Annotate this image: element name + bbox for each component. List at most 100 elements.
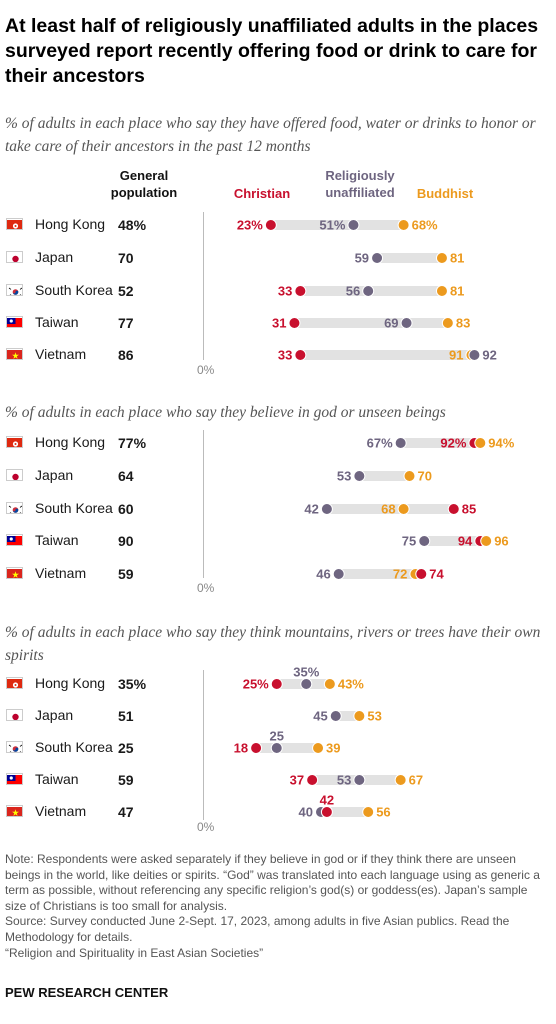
unaffiliated-value-label: 56: [346, 284, 360, 299]
buddhist-value-label: 67: [409, 773, 423, 788]
christian-dot: [415, 568, 428, 580]
vietnam-flag-icon: [6, 567, 23, 579]
range-track: [400, 438, 481, 448]
range-track: [300, 350, 475, 360]
christian-dot: [306, 774, 319, 786]
christian-value-label: 23%: [237, 218, 263, 233]
buddhist-value-label: 72: [393, 567, 407, 582]
unaffiliated-dot: [332, 568, 345, 580]
christian-value-label: 25%: [243, 677, 269, 692]
place-label: Taiwan: [35, 314, 79, 330]
source-text: Source: Survey conducted June 2-Sept. 17…: [5, 914, 510, 944]
range-track: [294, 318, 448, 328]
place-label: South Korea: [35, 282, 113, 298]
general-value: 52: [118, 283, 134, 299]
japan-flag-icon: [6, 469, 23, 481]
general-value: 77: [118, 315, 134, 331]
buddhist-dot: [362, 806, 375, 818]
taiwan-flag-icon: [6, 316, 23, 328]
unaffiliated-dot: [400, 317, 413, 329]
range-track: [335, 711, 360, 721]
unaffiliated-value-label: 51%: [319, 218, 345, 233]
unaffiliated-header-line2: unaffiliated: [325, 185, 395, 200]
buddhist-header: Buddhist: [416, 186, 474, 201]
christian-dot: [294, 349, 307, 361]
place-label: Hong Kong: [35, 216, 106, 232]
christian-value-label: 33: [278, 284, 292, 299]
general-value: 59: [118, 566, 134, 582]
buddhist-dot: [397, 503, 410, 515]
general-value: 51: [118, 708, 134, 724]
unaffiliated-dot: [362, 285, 375, 297]
chart-title: At least half of religiously unaffiliate…: [5, 15, 539, 87]
vietnam-flag-icon: [6, 805, 23, 817]
unaffiliated-value-label: 40: [299, 805, 313, 820]
general-value: 90: [118, 533, 134, 549]
buddhist-dot: [397, 219, 410, 231]
buddhist-value-label: 94%: [488, 436, 514, 451]
buddhist-dot: [435, 285, 448, 297]
christian-value-label: 18: [234, 741, 248, 756]
unaffiliated-header: Religiously unaffiliated: [312, 167, 408, 201]
buddhist-dot: [323, 678, 336, 690]
unaffiliated-dot: [353, 774, 366, 786]
place-label: Hong Kong: [35, 434, 106, 450]
general-value: 48%: [118, 217, 147, 233]
hong-kong-flag-icon: [6, 218, 23, 230]
south-korea-flag-icon: [6, 284, 23, 296]
unaffiliated-value-label: 75: [402, 534, 416, 549]
panel1-subtitle: % of adults in each place who say they h…: [5, 115, 536, 155]
buddhist-value-label: 43%: [338, 677, 364, 692]
general-header-line2: population: [110, 185, 178, 200]
christian-dot: [288, 317, 301, 329]
report-title: “Religion and Spirituality in East Asian…: [5, 945, 264, 960]
christian-dot: [294, 285, 307, 297]
unaffiliated-dot: [347, 219, 360, 231]
buddhist-value-label: 91: [449, 348, 463, 363]
unaffiliated-dot: [320, 503, 333, 515]
panel3-axis: [203, 670, 204, 820]
buddhist-dot: [403, 470, 416, 482]
general-population-header: General population: [108, 167, 180, 201]
buddhist-value-label: 81: [450, 251, 464, 266]
panel3-zero-label: 0%: [197, 820, 215, 834]
buddhist-dot: [480, 535, 493, 547]
vietnam-flag-icon: [6, 348, 23, 360]
buddhist-value-label: 83: [456, 316, 470, 331]
place-label: South Korea: [35, 739, 113, 755]
buddhist-dot: [312, 742, 325, 754]
unaffiliated-value-label: 25: [270, 729, 284, 744]
panel2-axis: [203, 430, 204, 578]
christian-header: Christian: [233, 186, 291, 201]
japan-flag-icon: [6, 709, 23, 721]
buddhist-value-label: 56: [376, 805, 390, 820]
buddhist-value-label: 68: [381, 502, 395, 517]
unaffiliated-value-label: 42: [304, 502, 318, 517]
christian-dot: [270, 678, 283, 690]
unaffiliated-dot: [371, 252, 384, 264]
christian-value-label: 94: [458, 534, 473, 549]
south-korea-flag-icon: [6, 741, 23, 753]
range-track: [270, 220, 404, 230]
place-label: Vietnam: [35, 803, 87, 819]
buddhist-value-label: 68%: [412, 218, 438, 233]
panel2-subtitle: % of adults in each place who say they b…: [5, 404, 446, 421]
buddhist-value-label: 96: [494, 534, 508, 549]
range-track: [338, 569, 422, 579]
general-value: 86: [118, 347, 134, 363]
place-label: Taiwan: [35, 771, 79, 787]
place-label: Japan: [35, 707, 74, 723]
range-track: [424, 536, 487, 546]
unaffiliated-header-line1: Religiously: [325, 168, 395, 183]
pew-logo-text: PEW RESEARCH CENTER: [5, 985, 169, 1000]
place-label: Taiwan: [35, 532, 79, 548]
christian-value-label: 31: [272, 316, 286, 331]
unaffiliated-dot: [329, 710, 342, 722]
christian-value-label: 37: [290, 773, 304, 788]
hong-kong-flag-icon: [6, 436, 23, 448]
unaffiliated-value-label: 67%: [367, 436, 393, 451]
buddhist-value-label: 70: [418, 469, 432, 484]
buddhist-dot: [394, 774, 407, 786]
christian-value-label: 42: [320, 793, 334, 808]
christian-value-label: 92%: [440, 436, 466, 451]
